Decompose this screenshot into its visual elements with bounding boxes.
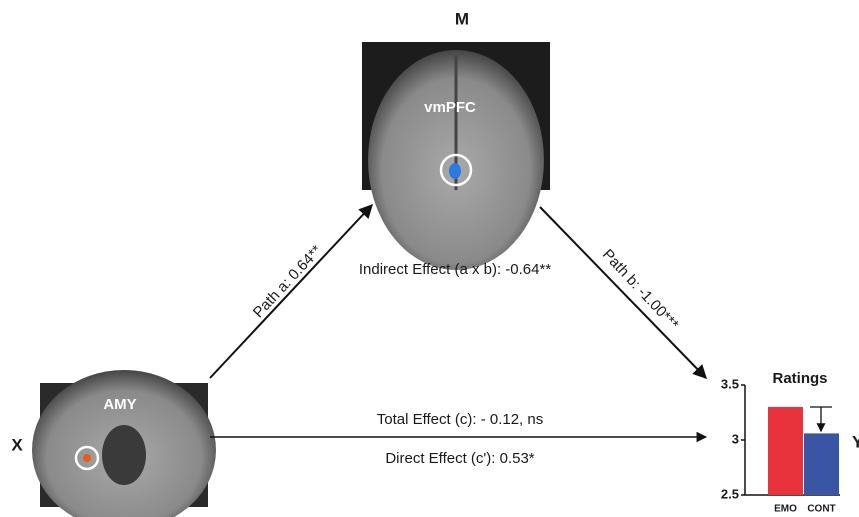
- edge-label: Path a: 0.64**: [250, 242, 326, 321]
- ratings-chart: 2.5 3 3.5 EMO CONT: [721, 376, 840, 515]
- bar: [804, 433, 839, 495]
- y-tick-label: 3: [732, 431, 739, 446]
- node-label: X: [11, 435, 23, 454]
- x-tick-label: CONT: [807, 504, 835, 515]
- edge-label: Direct Effect (c'): 0.53*: [385, 450, 534, 467]
- region-label: vmPFC: [424, 99, 476, 116]
- bar: [768, 407, 803, 495]
- y-tick-label: 3.5: [721, 376, 739, 391]
- y-tick-label: 2.5: [721, 486, 739, 501]
- brain-image-x: [32, 370, 216, 517]
- chart-title: Ratings: [772, 370, 827, 387]
- x-tick-label: EMO: [774, 504, 797, 515]
- node-label: Y: [852, 432, 859, 451]
- edge-label: Indirect Effect (a x b): -0.64**: [359, 261, 551, 278]
- edge-label: Path b: -1.00***: [599, 246, 682, 333]
- edge-label: Total Effect (c): - 0.12, ns: [377, 411, 543, 428]
- arrow-a: [209, 203, 373, 379]
- arrow-b: [539, 206, 707, 380]
- region-label: AMY: [103, 396, 136, 413]
- brain-image-m: [362, 42, 550, 270]
- node-label: M: [455, 9, 469, 28]
